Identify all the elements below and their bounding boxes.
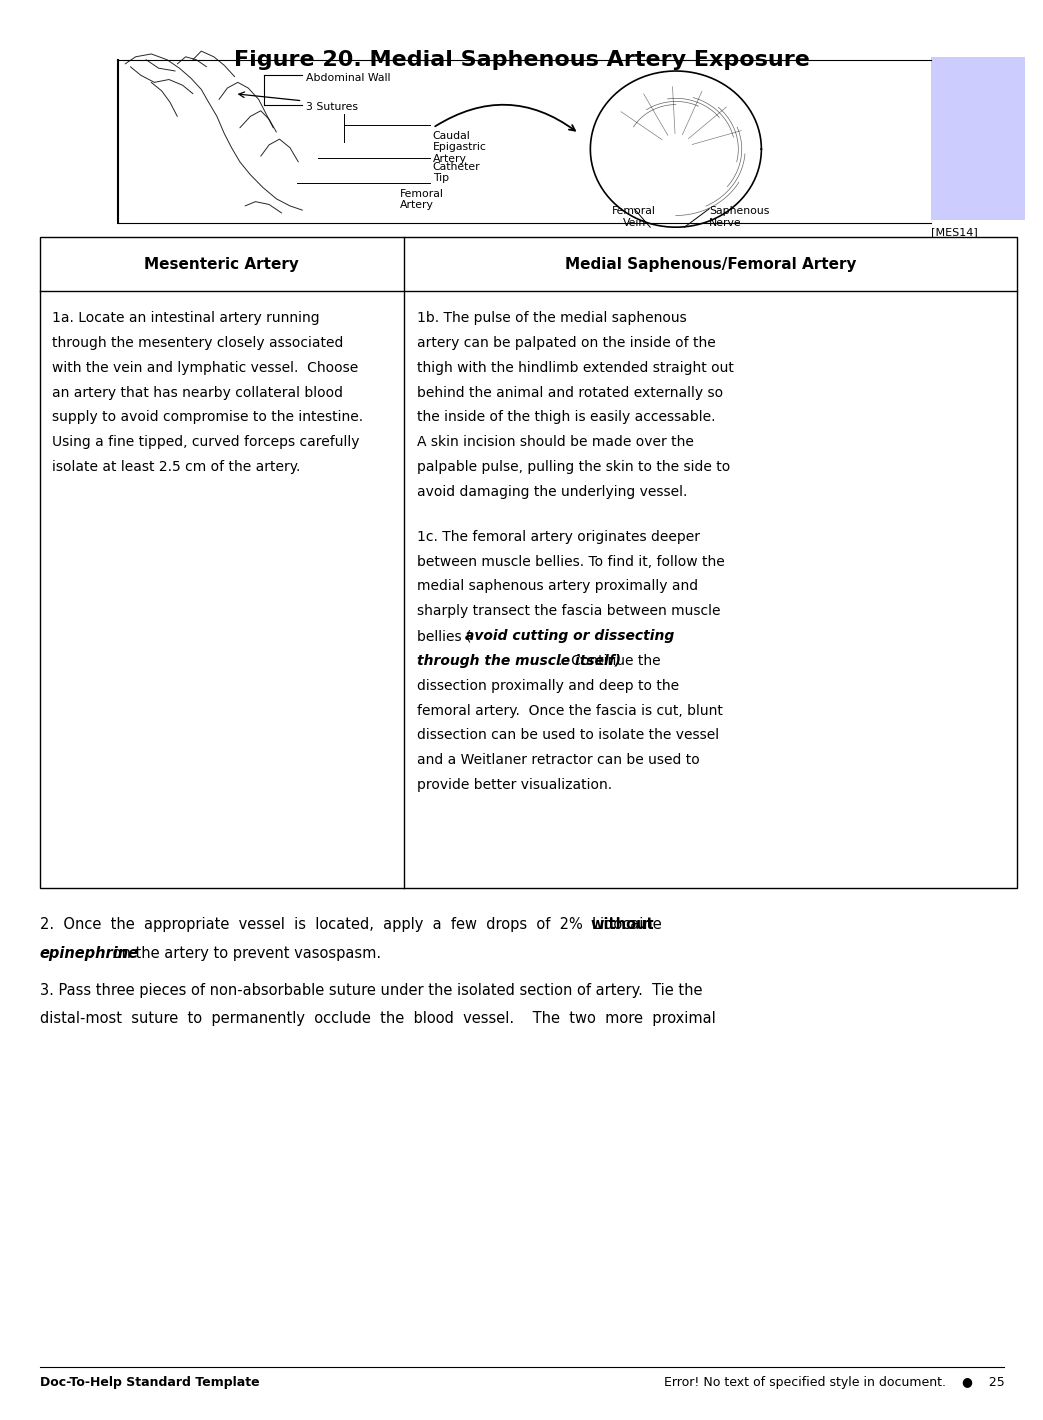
Text: and a Weitlaner retractor can be used to: and a Weitlaner retractor can be used to (417, 753, 700, 767)
Text: 1c. The femoral artery originates deeper: 1c. The femoral artery originates deeper (417, 530, 700, 544)
Text: through the muscle itself): through the muscle itself) (417, 653, 621, 667)
Text: bellies (: bellies ( (417, 629, 471, 643)
Text: sharply transect the fascia between muscle: sharply transect the fascia between musc… (417, 604, 720, 618)
Text: distal-most  suture  to  permanently  occlude  the  blood  vessel.    The  two  : distal-most suture to permanently occlud… (40, 1011, 715, 1027)
Text: dissection can be used to isolate the vessel: dissection can be used to isolate the ve… (417, 728, 719, 743)
Text: artery can be palpated on the inside of the: artery can be palpated on the inside of … (417, 337, 715, 349)
Text: Abdominal Wall: Abdominal Wall (306, 72, 390, 84)
Text: A skin incision should be made over the: A skin incision should be made over the (417, 435, 694, 449)
Text: 1a. Locate an intestinal artery running: 1a. Locate an intestinal artery running (52, 311, 320, 325)
Text: Figure 20. Medial Saphenous Artery Exposure: Figure 20. Medial Saphenous Artery Expos… (234, 50, 809, 70)
Text: Mesenteric Artery: Mesenteric Artery (145, 257, 299, 271)
Text: Caudal
Epigastric
Artery: Caudal Epigastric Artery (433, 131, 487, 163)
Text: Catheter
Tip: Catheter Tip (433, 162, 481, 183)
Text: on the artery to prevent vasospasm.: on the artery to prevent vasospasm. (108, 946, 382, 961)
Text: dissection proximally and deep to the: dissection proximally and deep to the (417, 679, 679, 693)
Text: provide better visualization.: provide better visualization. (417, 778, 612, 792)
Text: Error! No text of specified style in document.    ●    25: Error! No text of specified style in doc… (663, 1376, 1004, 1389)
Text: [MES14]: [MES14] (931, 227, 978, 237)
Text: 2.  Once  the  appropriate  vessel  is  located,  apply  a  few  drops  of  2%  : 2. Once the appropriate vessel is locate… (40, 917, 671, 933)
Text: palpable pulse, pulling the skin to the side to: palpable pulse, pulling the skin to the … (417, 460, 730, 474)
Text: femoral artery.  Once the fascia is cut, blunt: femoral artery. Once the fascia is cut, … (417, 703, 723, 717)
Text: between muscle bellies. To find it, follow the: between muscle bellies. To find it, foll… (417, 554, 725, 568)
Text: epinephrine: epinephrine (40, 946, 139, 961)
Text: 3 Sutures: 3 Sutures (306, 101, 358, 112)
Text: Doc-To-Help Standard Template: Doc-To-Help Standard Template (40, 1376, 260, 1389)
Text: avoid damaging the underlying vessel.: avoid damaging the underlying vessel. (417, 484, 687, 498)
Text: Femoral
Vein: Femoral Vein (612, 206, 656, 227)
Text: without: without (590, 917, 654, 933)
Text: isolate at least 2.5 cm of the artery.: isolate at least 2.5 cm of the artery. (52, 460, 300, 474)
Text: Saphenous
Nerve: Saphenous Nerve (709, 206, 770, 227)
Text: through the mesentery closely associated: through the mesentery closely associated (52, 337, 343, 349)
Text: thigh with the hindlimb extended straight out: thigh with the hindlimb extended straigh… (417, 361, 733, 375)
Text: 3. Pass three pieces of non-absorbable suture under the isolated section of arte: 3. Pass three pieces of non-absorbable s… (40, 983, 702, 998)
Text: Medial Saphenous/Femoral Artery: Medial Saphenous/Femoral Artery (565, 257, 856, 271)
Text: Femoral
Artery: Femoral Artery (399, 189, 443, 210)
Text: the inside of the thigh is easily accessable.: the inside of the thigh is easily access… (417, 410, 715, 425)
Text: Using a fine tipped, curved forceps carefully: Using a fine tipped, curved forceps care… (52, 435, 360, 449)
Text: avoid cutting or dissecting: avoid cutting or dissecting (465, 629, 675, 643)
Text: .  Continue the: . Continue the (558, 653, 660, 667)
Bar (40, 237, 1017, 887)
Text: an artery that has nearby collateral blood: an artery that has nearby collateral blo… (52, 385, 343, 399)
Text: medial saphenous artery proximally and: medial saphenous artery proximally and (417, 579, 698, 594)
Text: 1b. The pulse of the medial saphenous: 1b. The pulse of the medial saphenous (417, 311, 686, 325)
Bar (931, 57, 1025, 220)
Text: supply to avoid compromise to the intestine.: supply to avoid compromise to the intest… (52, 410, 363, 425)
Text: behind the animal and rotated externally so: behind the animal and rotated externally… (417, 385, 723, 399)
Text: with the vein and lymphatic vessel.  Choose: with the vein and lymphatic vessel. Choo… (52, 361, 359, 375)
